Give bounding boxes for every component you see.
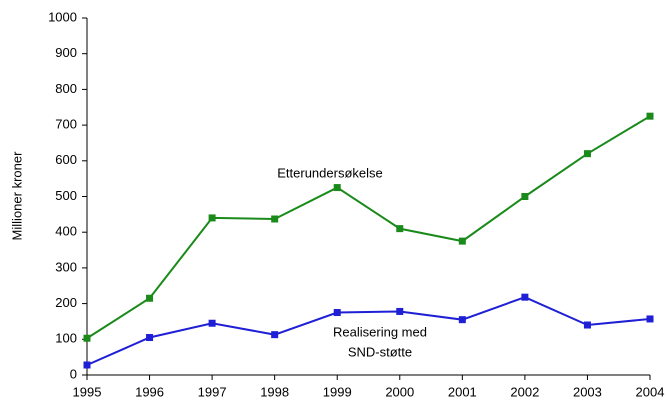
annotation: Etterundersøkelse bbox=[277, 165, 383, 180]
x-tick-label: 1996 bbox=[135, 384, 164, 399]
series-line bbox=[86, 296, 651, 366]
x-tick-label: 2004 bbox=[636, 384, 665, 399]
marker bbox=[146, 294, 154, 302]
marker bbox=[458, 316, 466, 324]
y-tick-label: 300 bbox=[55, 259, 77, 274]
marker bbox=[333, 184, 341, 192]
x-tick-label: 1998 bbox=[260, 384, 289, 399]
y-tick-label: 1000 bbox=[48, 9, 77, 24]
marker bbox=[396, 307, 404, 315]
marker bbox=[271, 215, 279, 223]
marker bbox=[271, 331, 279, 339]
x-tick-label: 1995 bbox=[73, 384, 102, 399]
y-tick-label: 600 bbox=[55, 152, 77, 167]
y-tick-label: 800 bbox=[55, 81, 77, 96]
series-line bbox=[86, 115, 651, 340]
marker bbox=[646, 112, 654, 120]
marker bbox=[583, 321, 591, 329]
y-tick-label: 100 bbox=[55, 331, 77, 346]
y-tick-label: 700 bbox=[55, 117, 77, 132]
x-tick-label: 2001 bbox=[448, 384, 477, 399]
y-tick-label: 900 bbox=[55, 45, 77, 60]
x-tick-label: 2000 bbox=[385, 384, 414, 399]
x-tick-label: 2002 bbox=[510, 384, 539, 399]
marker bbox=[646, 315, 654, 323]
annotation: Realisering med bbox=[333, 324, 427, 339]
annotation: SND-støtte bbox=[348, 344, 412, 359]
marker bbox=[333, 309, 341, 317]
x-tick-label: 1999 bbox=[323, 384, 352, 399]
marker bbox=[208, 214, 216, 222]
y-tick-label: 500 bbox=[55, 188, 77, 203]
marker bbox=[83, 334, 91, 342]
marker bbox=[583, 150, 591, 158]
marker bbox=[521, 293, 529, 301]
marker bbox=[396, 225, 404, 233]
marker bbox=[146, 334, 154, 342]
marker bbox=[521, 193, 529, 200]
y-tick-label: 200 bbox=[55, 295, 77, 310]
y-tick-label: 0 bbox=[70, 366, 77, 381]
marker bbox=[458, 237, 466, 245]
x-tick-label: 1997 bbox=[198, 384, 227, 399]
marker bbox=[208, 319, 216, 327]
y-tick-label: 400 bbox=[55, 224, 77, 239]
marker bbox=[83, 361, 91, 369]
x-tick-label: 2003 bbox=[573, 384, 602, 399]
y-axis-label: Millioner kroner bbox=[9, 151, 24, 241]
